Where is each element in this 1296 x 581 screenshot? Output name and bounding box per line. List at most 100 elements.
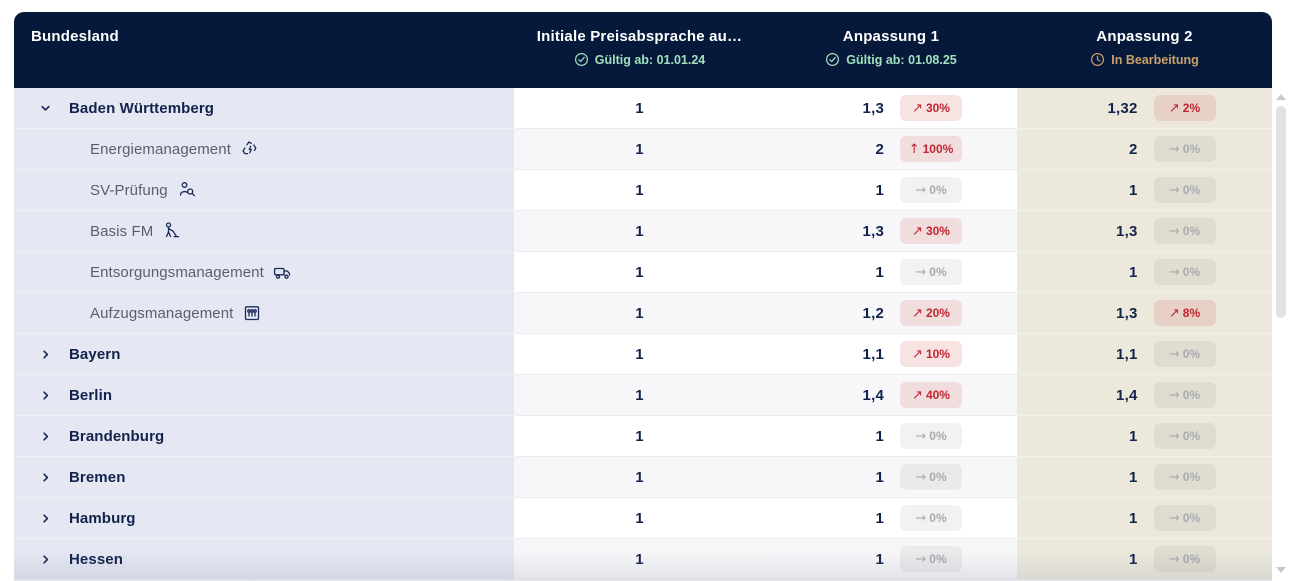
anpassung2-value: 1,4 bbox=[1116, 386, 1138, 404]
waste-truck-icon bbox=[273, 262, 293, 282]
table-row-bremen[interactable]: Bremen 1 1 → 0% 1 → 0% bbox=[14, 457, 1272, 498]
anpassung1-value: 1,4 bbox=[862, 386, 884, 404]
initial-cell: 1 bbox=[514, 252, 765, 293]
anpassung1-value: 1 bbox=[875, 181, 884, 199]
anpassung1-cell: 1 → 0% bbox=[765, 170, 1017, 211]
scroll-up-icon[interactable] bbox=[1276, 94, 1286, 100]
bundesland-cell: Hamburg bbox=[14, 498, 514, 539]
anpassung2-value: 1 bbox=[1128, 550, 1138, 568]
column-status: In Bearbeitung bbox=[1090, 52, 1199, 67]
bundesland-cell: Brandenburg bbox=[14, 416, 514, 457]
column-header-bundesland: Bundesland bbox=[14, 12, 514, 88]
chevron-right-icon[interactable] bbox=[38, 552, 53, 567]
row-label: Entsorgungsmanagement bbox=[90, 263, 264, 281]
bundesland-cell: Entsorgungsmanagement bbox=[14, 252, 514, 293]
change-badge: → 0% bbox=[900, 423, 962, 449]
initial-value: 1 bbox=[635, 386, 644, 404]
change-badge: → 0% bbox=[1153, 177, 1216, 203]
column-label: Anpassung 2 bbox=[1096, 28, 1193, 45]
flat-arrow-icon: → bbox=[915, 469, 927, 485]
up-right-arrow-icon: ↗ bbox=[1168, 100, 1180, 116]
scrollbar-thumb[interactable] bbox=[1276, 106, 1286, 318]
change-percent: 0% bbox=[1182, 224, 1201, 238]
bundesland-cell: Aufzugsmanagement bbox=[14, 293, 514, 334]
change-percent: 0% bbox=[1182, 183, 1201, 197]
initial-cell: 1 bbox=[514, 498, 765, 539]
flat-arrow-icon: → bbox=[915, 510, 927, 526]
column-header-anpassung-2: Anpassung 2 In Bearbeitung bbox=[1017, 12, 1272, 88]
anpassung1-cell: 1 → 0% bbox=[765, 252, 1017, 293]
change-percent: 0% bbox=[1182, 429, 1201, 443]
anpassung1-cell: 1,2 ↗ 20% bbox=[765, 293, 1017, 334]
scroll-down-icon[interactable] bbox=[1276, 567, 1286, 573]
chevron-down-icon[interactable] bbox=[38, 101, 53, 116]
table-body: Baden Württemberg 1 1,3 ↗ 30% 1,32 ↗ 2% Energiem… bbox=[14, 88, 1272, 580]
row-label: Berlin bbox=[69, 386, 113, 404]
change-badge: → 0% bbox=[900, 259, 962, 285]
up-right-arrow-icon: ↗ bbox=[912, 100, 923, 116]
anpassung2-cell: 2 → 0% bbox=[1017, 129, 1272, 170]
check-circle-icon bbox=[574, 52, 589, 67]
initial-cell: 1 bbox=[514, 334, 765, 375]
change-percent: 0% bbox=[1182, 265, 1201, 279]
table-row-brandenburg[interactable]: Brandenburg 1 1 → 0% 1 → 0% bbox=[14, 416, 1272, 457]
initial-cell: 1 bbox=[514, 375, 765, 416]
initial-cell: 1 bbox=[514, 88, 765, 129]
column-status-label: In Bearbeitung bbox=[1111, 52, 1199, 67]
initial-cell: 1 bbox=[514, 129, 765, 170]
anpassung1-value: 1 bbox=[875, 263, 884, 281]
change-badge: ↗ 30% bbox=[900, 218, 962, 244]
table-row-baden-w-rttemberg[interactable]: Baden Württemberg 1 1,3 ↗ 30% 1,32 ↗ 2% bbox=[14, 88, 1272, 129]
row-label: Bayern bbox=[69, 345, 121, 363]
initial-cell: 1 bbox=[514, 293, 765, 334]
column-status-label: Gültig ab: 01.01.24 bbox=[594, 52, 706, 67]
change-badge: ↑ 100% bbox=[900, 136, 962, 162]
recycle-energy-icon bbox=[240, 139, 260, 159]
up-right-arrow-icon: ↗ bbox=[912, 223, 923, 239]
row-label: Energiemanagement bbox=[90, 140, 231, 158]
initial-value: 1 bbox=[635, 140, 644, 158]
initial-value: 1 bbox=[635, 222, 644, 240]
vertical-scrollbar[interactable] bbox=[1272, 88, 1290, 581]
anpassung1-value: 2 bbox=[875, 140, 884, 158]
row-label: Hessen bbox=[69, 550, 123, 568]
change-badge: → 0% bbox=[1153, 423, 1216, 449]
change-percent: 0% bbox=[1182, 511, 1201, 525]
anpassung2-cell: 1 → 0% bbox=[1017, 170, 1272, 211]
chevron-right-icon[interactable] bbox=[38, 511, 53, 526]
anpassung1-value: 1 bbox=[875, 468, 884, 486]
row-label: Basis FM bbox=[90, 222, 154, 240]
chevron-right-icon[interactable] bbox=[38, 347, 53, 362]
chevron-right-icon[interactable] bbox=[38, 429, 53, 444]
anpassung1-cell: 1 → 0% bbox=[765, 416, 1017, 457]
change-percent: 30% bbox=[925, 224, 950, 238]
bundesland-cell: Basis FM bbox=[14, 211, 514, 252]
table-row-entsorgungsmanagement: Entsorgungsmanagement 1 1 → 0% 1 → 0% bbox=[14, 252, 1272, 293]
column-status: Gültig ab: 01.01.24 bbox=[574, 52, 705, 67]
chevron-right-icon[interactable] bbox=[38, 470, 53, 485]
table-row-hamburg[interactable]: Hamburg 1 1 → 0% 1 → 0% bbox=[14, 498, 1272, 539]
anpassung2-value: 2 bbox=[1128, 140, 1138, 158]
initial-cell: 1 bbox=[514, 539, 765, 580]
anpassung1-value: 1,3 bbox=[862, 99, 884, 117]
row-label: Aufzugsmanagement bbox=[90, 304, 234, 322]
clock-icon bbox=[1090, 52, 1105, 67]
change-badge: → 0% bbox=[900, 464, 962, 490]
flat-arrow-icon: → bbox=[1168, 510, 1180, 526]
change-percent: 0% bbox=[929, 183, 947, 197]
anpassung1-value: 1,1 bbox=[862, 345, 884, 363]
up-right-arrow-icon: ↗ bbox=[912, 346, 923, 362]
bundesland-cell: SV-Prüfung bbox=[14, 170, 514, 211]
table-row-hessen[interactable]: Hessen 1 1 → 0% 1 → 0% bbox=[14, 539, 1272, 580]
anpassung2-cell: 1 → 0% bbox=[1017, 498, 1272, 539]
flat-arrow-icon: → bbox=[915, 182, 927, 198]
chevron-right-icon[interactable] bbox=[38, 388, 53, 403]
flat-arrow-icon: → bbox=[1168, 551, 1180, 567]
elevator-icon bbox=[242, 303, 262, 323]
bundesland-cell: Hessen bbox=[14, 539, 514, 580]
anpassung2-cell: 1 → 0% bbox=[1017, 539, 1272, 580]
table-row-berlin[interactable]: Berlin 1 1,4 ↗ 40% 1,4 → 0% bbox=[14, 375, 1272, 416]
flat-arrow-icon: → bbox=[1168, 346, 1180, 362]
bundesland-cell: Berlin bbox=[14, 375, 514, 416]
table-row-bayern[interactable]: Bayern 1 1,1 ↗ 10% 1,1 → 0% bbox=[14, 334, 1272, 375]
